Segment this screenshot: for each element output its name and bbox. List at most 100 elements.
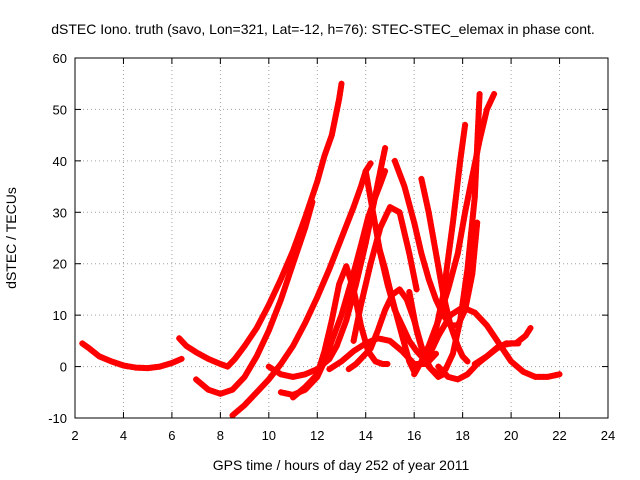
data-point: [379, 315, 386, 322]
data-point: [337, 332, 344, 338]
data-point: [393, 161, 400, 168]
data-point: [353, 321, 360, 328]
data-point: [341, 227, 348, 234]
data-point: [334, 323, 341, 330]
data-point: [402, 343, 409, 350]
data-point: [378, 251, 384, 258]
data-point: [491, 91, 498, 97]
data-point: [376, 323, 383, 330]
data-point: [340, 304, 347, 311]
data-point: [232, 383, 239, 390]
data-point: [347, 350, 354, 357]
data-point: [363, 279, 370, 286]
data-point: [503, 351, 510, 358]
data-point: [505, 354, 512, 361]
data-point: [116, 361, 123, 368]
data-point: [305, 380, 312, 387]
data-point: [467, 307, 474, 314]
data-point: [344, 267, 351, 274]
data-point: [446, 358, 453, 365]
data-point: [345, 289, 351, 296]
data-point: [290, 343, 296, 349]
data-point: [463, 306, 470, 313]
data-point: [324, 269, 331, 276]
x-axis-label: GPS time / hours of day 252 of year 2011: [213, 457, 470, 473]
data-point: [359, 294, 366, 301]
data-point: [344, 219, 351, 226]
data-point: [251, 356, 258, 363]
series-line: [193, 199, 316, 397]
data-point: [332, 297, 339, 304]
data-point: [421, 190, 428, 197]
data-point: [382, 337, 389, 343]
data-point: [372, 221, 379, 228]
data-point: [339, 308, 346, 315]
data-point: [369, 205, 376, 212]
data-point: [453, 338, 460, 345]
data-point: [372, 193, 379, 200]
data-point: [461, 373, 468, 379]
data-point: [275, 364, 282, 371]
data-point: [401, 231, 408, 238]
data-point: [420, 187, 427, 193]
data-point: [343, 223, 349, 230]
data-point: [444, 263, 450, 270]
data-point: [274, 304, 281, 311]
data-point: [492, 345, 499, 352]
x-tick-label: 20: [504, 428, 518, 443]
data-point: [453, 254, 460, 261]
data-point: [213, 359, 220, 366]
data-point: [276, 279, 283, 286]
data-point: [415, 334, 422, 341]
data-point: [338, 312, 345, 319]
data-point: [472, 157, 479, 164]
data-point: [258, 315, 265, 322]
data-point: [403, 239, 410, 246]
data-point: [406, 358, 413, 365]
data-point: [268, 365, 275, 372]
data-point: [525, 328, 532, 335]
data-point: [337, 315, 344, 322]
data-point: [316, 363, 323, 370]
data-point: [430, 234, 437, 240]
data-point: [388, 292, 395, 299]
data-point: [364, 275, 370, 282]
data-point: [370, 338, 377, 345]
x-tick-label: 4: [120, 428, 127, 443]
data-point: [343, 317, 350, 324]
data-point: [468, 177, 475, 184]
data-point: [193, 349, 200, 356]
data-point: [418, 345, 425, 352]
data-point: [508, 358, 515, 365]
data-point: [251, 328, 258, 335]
data-point: [235, 380, 242, 387]
data-point: [475, 145, 481, 152]
data-point: [277, 371, 284, 378]
data-point: [238, 377, 245, 384]
data-point: [333, 293, 340, 300]
data-point: [287, 346, 294, 353]
data-point: [417, 246, 424, 253]
data-point: [327, 262, 334, 268]
data-point: [172, 358, 179, 365]
data-point: [450, 347, 457, 353]
data-point: [293, 391, 300, 398]
data-point: [455, 246, 462, 253]
data-point: [433, 350, 439, 357]
data-point: [441, 283, 448, 290]
data-point: [241, 343, 248, 349]
data-point: [430, 288, 437, 295]
data-point: [282, 390, 288, 397]
data-point: [379, 254, 385, 261]
data-point: [430, 238, 437, 245]
data-point: [396, 286, 403, 293]
data-point: [245, 367, 252, 373]
data-point: [437, 307, 443, 313]
y-tick-label: 50: [53, 102, 67, 117]
data-point: [409, 211, 415, 218]
data-point: [462, 121, 469, 128]
data-point: [104, 356, 111, 363]
data-point: [336, 92, 343, 99]
data-point: [393, 207, 400, 214]
data-point: [354, 254, 361, 261]
